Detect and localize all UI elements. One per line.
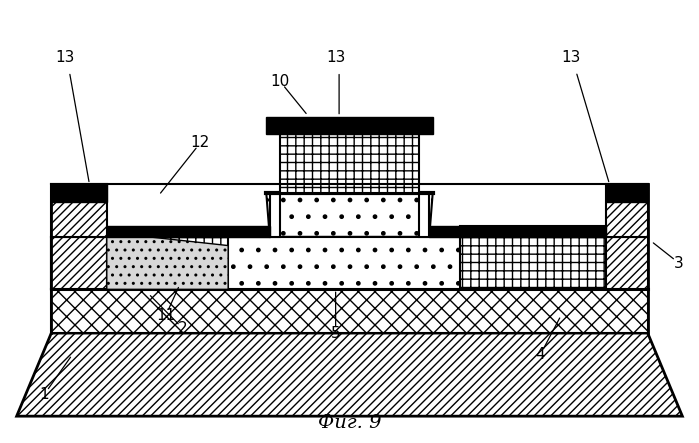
Polygon shape — [51, 184, 107, 237]
Text: 4: 4 — [535, 347, 545, 362]
Polygon shape — [51, 237, 107, 289]
Polygon shape — [606, 184, 648, 202]
Text: Фиг. 9: Фиг. 9 — [318, 414, 381, 432]
Polygon shape — [107, 226, 270, 237]
Text: 12: 12 — [191, 135, 210, 150]
Polygon shape — [51, 289, 648, 333]
Polygon shape — [51, 184, 107, 202]
Polygon shape — [461, 226, 606, 237]
Polygon shape — [606, 237, 648, 289]
Polygon shape — [107, 237, 228, 289]
Text: 1: 1 — [40, 387, 49, 402]
Text: 13: 13 — [562, 50, 581, 65]
Text: 11: 11 — [156, 308, 175, 323]
Polygon shape — [51, 237, 648, 289]
Polygon shape — [606, 184, 648, 237]
Polygon shape — [266, 193, 433, 237]
Text: 13: 13 — [55, 50, 75, 65]
Polygon shape — [270, 193, 280, 237]
Polygon shape — [17, 333, 682, 416]
Text: 5: 5 — [331, 326, 340, 341]
Polygon shape — [429, 226, 606, 237]
Polygon shape — [280, 134, 419, 193]
Polygon shape — [419, 193, 429, 237]
Polygon shape — [266, 117, 433, 134]
Polygon shape — [461, 237, 606, 289]
Text: 10: 10 — [271, 74, 290, 89]
Text: 2: 2 — [178, 321, 188, 336]
Text: 3: 3 — [674, 256, 684, 271]
Polygon shape — [107, 237, 228, 289]
Text: 13: 13 — [326, 50, 345, 65]
